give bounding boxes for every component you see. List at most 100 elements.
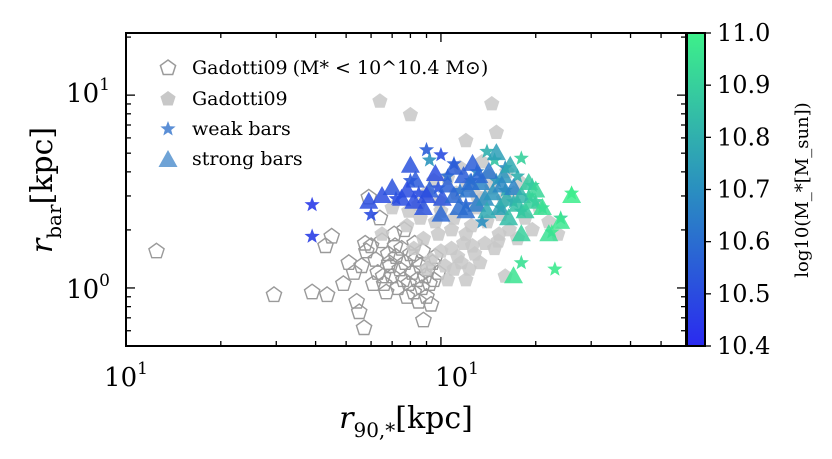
data-point-filled-pentagon: [399, 217, 415, 233]
data-point-triangle: [382, 177, 402, 195]
data-point-star: [513, 150, 529, 165]
colorbar-tick-label: 10.5: [717, 280, 770, 308]
data-point-triangle: [404, 191, 424, 209]
data-point-open-pentagon: [356, 234, 374, 251]
data-point-filled-pentagon: [488, 124, 504, 139]
colorbar-tick-label: 10.6: [717, 228, 770, 256]
data-point-triangle: [460, 173, 480, 191]
data-point-triangle: [562, 185, 582, 203]
data-point-open-pentagon: [323, 227, 341, 244]
data-point-triangle: [372, 185, 392, 203]
data-point-filled-pentagon: [372, 93, 388, 108]
data-point-triangle: [469, 166, 489, 184]
data-point-star: [418, 141, 435, 157]
data-point-open-pentagon: [348, 292, 366, 309]
data-point-triangle: [511, 185, 531, 203]
data-point-star: [433, 146, 449, 162]
data-point-open-pentagon: [340, 253, 358, 270]
data-point-triangle: [413, 197, 433, 215]
data-point-open-pentagon: [408, 271, 426, 288]
data-point-filled-pentagon: [453, 254, 469, 270]
data-point-filled-pentagon: [443, 221, 460, 237]
data-point-filled-pentagon: [541, 213, 557, 229]
legend-item-weak-bars: weak bars: [160, 118, 291, 140]
data-point-open-pentagon: [398, 287, 416, 304]
data-point-triangle: [400, 155, 420, 173]
data-point-triangle: [417, 185, 437, 203]
data-point-triangle: [456, 201, 476, 219]
data-point-open-pentagon: [334, 275, 352, 291]
data-point-triangle: [444, 157, 464, 175]
data-point-triangle: [526, 180, 546, 198]
colorbar-tick-label: 10.9: [717, 71, 770, 99]
data-points: [148, 93, 582, 336]
data-point-open-pentagon: [403, 263, 421, 280]
colorbar-ticks: 10.4 10.5 10.6 10.7 10.8 10.9 11.0: [705, 19, 770, 360]
data-point-open-pentagon: [350, 303, 368, 320]
data-point-open-pentagon: [421, 275, 438, 291]
data-point-open-pentagon: [380, 253, 398, 270]
data-point-triangle: [504, 266, 524, 284]
x-tick-label: 101: [104, 359, 148, 393]
data-point-triangle: [477, 201, 497, 219]
data-point-open-pentagon: [418, 287, 435, 304]
legend-label: Gadotti09: [192, 88, 288, 110]
data-point-filled-pentagon: [524, 221, 540, 237]
data-point-filled-pentagon: [477, 235, 493, 250]
data-point-open-pentagon: [353, 257, 371, 274]
data-point-filled-pentagon: [490, 233, 506, 248]
data-point-filled-pentagon: [374, 226, 390, 241]
data-point-open-pentagon: [383, 267, 401, 284]
y-tick-label: 101: [66, 75, 110, 109]
data-point-filled-pentagon: [406, 240, 422, 256]
data-point-star: [513, 254, 529, 270]
data-point-star: [411, 185, 427, 200]
legend-marker-filled-pentagon: [160, 91, 176, 106]
data-point-open-pentagon: [377, 283, 395, 300]
axis-ticks: [125, 33, 687, 347]
legend-item-gadotti-low-mass: Gadotti09 (M* < 10^10.4 M⊙): [159, 57, 488, 79]
data-point-star: [509, 168, 526, 183]
data-point-triangle: [438, 175, 458, 193]
data-point-filled-pentagon: [464, 238, 481, 253]
data-point-open-pentagon: [425, 271, 443, 288]
data-point-star: [452, 182, 468, 197]
y-tick-label: 100: [66, 271, 110, 305]
data-point-triangle: [493, 166, 513, 184]
data-point-open-pentagon: [374, 267, 392, 284]
data-point-filled-pentagon: [402, 106, 418, 122]
data-point-triangle: [405, 170, 425, 188]
data-point-open-pentagon: [148, 242, 165, 259]
colorbar-label: log10(M_*[M_sun]): [792, 102, 813, 277]
data-point-filled-pentagon: [430, 226, 446, 241]
data-point-triangle: [539, 224, 559, 242]
data-point-triangle: [511, 224, 531, 242]
data-point-open-pentagon: [355, 319, 373, 336]
colorbar-tick-label: 10.4: [717, 332, 770, 360]
data-point-open-pentagon: [364, 275, 382, 291]
legend-marker-triangle: [158, 150, 178, 167]
data-point-triangle: [397, 180, 417, 198]
legend-item-gadotti: Gadotti09: [160, 88, 288, 110]
y-axis-label: rbar[kpc]: [25, 127, 66, 253]
data-point-open-pentagon: [345, 263, 363, 280]
colorbar-gradient: [686, 32, 706, 347]
series-gadotti09-0: [148, 188, 447, 336]
data-point-filled-pentagon: [458, 132, 474, 148]
series-strong-bars-3: [359, 143, 582, 284]
data-point-star: [304, 196, 320, 212]
data-point-open-pentagon: [414, 311, 432, 328]
data-point-open-pentagon: [422, 295, 440, 312]
y-tick-labels: 100 101: [66, 75, 110, 305]
data-point-open-pentagon: [405, 283, 423, 300]
data-point-star: [430, 180, 446, 195]
data-point-triangle: [490, 197, 510, 215]
colorbar-tick-label: 10.8: [717, 123, 770, 151]
data-point-triangle: [479, 161, 499, 179]
data-point-triangle: [467, 194, 487, 212]
data-point-star: [421, 152, 438, 167]
legend: Gadotti09 (M* < 10^10.4 M⊙) Gadotti09 wea…: [158, 57, 488, 170]
legend-item-strong-bars: strong bars: [158, 148, 303, 170]
data-point-triangle: [522, 191, 542, 209]
